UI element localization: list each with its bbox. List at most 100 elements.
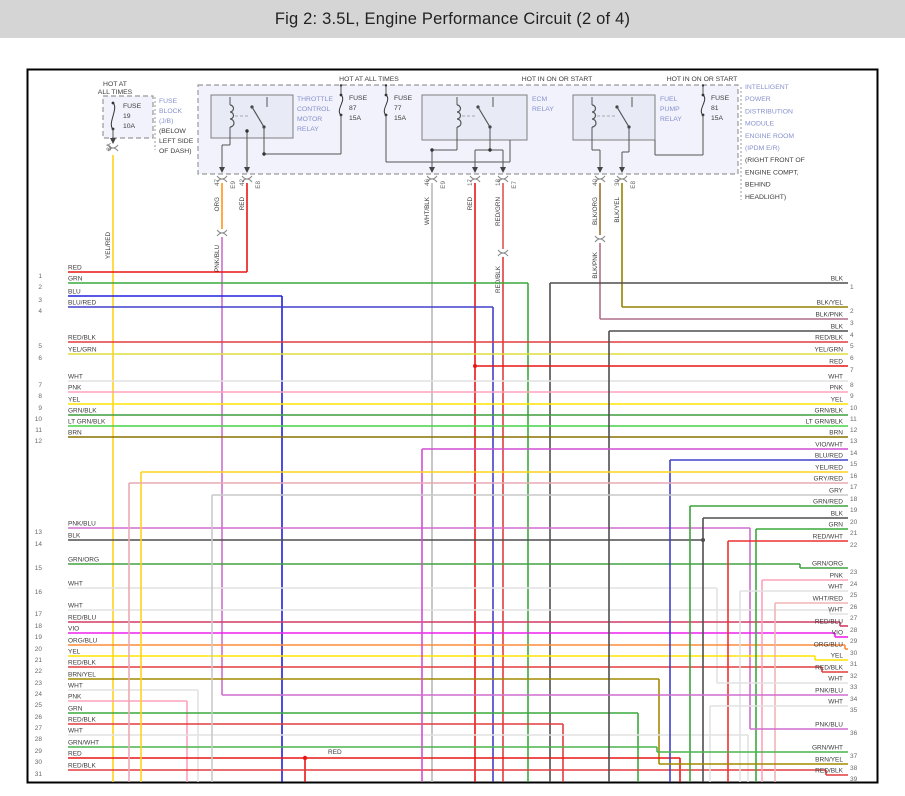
wire-number: 1 (38, 273, 42, 280)
wire-label: YEL/RED (815, 465, 843, 472)
wire-number: 12 (850, 427, 858, 434)
connector-symbol (469, 178, 481, 183)
component-label: RELAY (297, 126, 319, 133)
rotated-wire-label: 40 (592, 179, 599, 187)
rotated-wire-label: YEL/RED (105, 232, 112, 259)
junction-dot (302, 755, 308, 761)
wire-number: 27 (35, 725, 43, 732)
fuse-icon (110, 102, 116, 130)
wire-number: 24 (850, 581, 858, 588)
rotated-wire-label: RED (467, 197, 474, 211)
component-label: BLOCK (159, 108, 183, 115)
rotated-wire-label: ORG (214, 197, 221, 211)
connector-symbol (616, 178, 628, 183)
wire-number: 11 (35, 427, 42, 434)
fuse-label: 15A (711, 115, 724, 122)
component-label: FUEL (660, 96, 678, 103)
arrow-down-icon (244, 167, 250, 173)
wire-number: 3 (850, 320, 854, 327)
wire-label: WHT (828, 374, 843, 381)
wire-label: WHT (828, 676, 843, 683)
fuse-label: 19 (123, 113, 131, 120)
wire-label: RED (328, 749, 342, 756)
wire-number: 30 (850, 650, 858, 657)
connector-symbol (107, 147, 119, 152)
rotated-wire-label: PNK/BLU (214, 245, 221, 272)
component-label: (RIGHT FRONT OF (745, 157, 805, 164)
wire-number: 28 (850, 627, 858, 634)
component-label: PUMP (660, 106, 680, 113)
arrow-down-icon (429, 167, 435, 173)
hot-label: HOT AT ALL TIMES (339, 76, 399, 83)
wire-label: GRN/ORG (68, 557, 99, 564)
rotated-wire-label: BLK/ORG (592, 197, 599, 225)
fuse-label: 10A (123, 123, 136, 130)
wire-number: 9 (850, 393, 854, 400)
fuse-label: 77 (394, 105, 402, 112)
fuse-label: FUSE (394, 95, 413, 102)
junction-dot (262, 152, 266, 156)
rotated-wire-label: 17 (467, 179, 474, 187)
wire-label: WHT (68, 374, 83, 381)
connector-symbol (497, 252, 509, 257)
wire-number: 19 (35, 634, 43, 641)
wire-number: 6 (38, 355, 42, 362)
wire-number: 26 (35, 714, 43, 721)
component-label: ECM (532, 96, 547, 103)
rotated-wire-label: E7 (511, 181, 518, 189)
hot-label: HOT AT (103, 81, 127, 88)
wire-number: 29 (850, 638, 858, 645)
fuse-block-box (102, 95, 154, 139)
fuse-label: FUSE (123, 103, 142, 110)
fuse-label: 15A (394, 115, 407, 122)
connector-symbol (594, 238, 606, 243)
wire-label: RED/BLK (815, 665, 843, 672)
wire-label: BLK (831, 511, 844, 518)
wire-label: PNK (830, 385, 844, 392)
hot-label: HOT IN ON OR START (522, 76, 593, 83)
wire-label: BLK (68, 533, 81, 540)
wire-number: 28 (35, 736, 43, 743)
wire-label: WHT (68, 683, 83, 690)
rotated-wire-label: 42 (239, 179, 246, 187)
wire-label: PNK (830, 573, 844, 580)
junction-dot (245, 129, 249, 133)
hot-label: ALL TIMES (98, 89, 133, 96)
wire-number: 14 (850, 450, 858, 457)
component-label: ENGINE COMPT, (745, 169, 799, 176)
wire-number: 13 (850, 438, 858, 445)
wire-label: BLK (831, 324, 844, 331)
wire-number: 39 (850, 776, 858, 783)
wire-number: 7 (850, 367, 854, 374)
junction-dot (488, 148, 492, 152)
rotated-wire-label: BLK/PNK (592, 251, 599, 278)
wire-label: YEL/GRN (68, 347, 97, 354)
wire-label: GRN/WHT (812, 745, 843, 752)
wire-number: 5 (850, 343, 854, 350)
wire-label: GRN/WHT (68, 740, 99, 747)
component-label: (BELOW (159, 128, 186, 135)
wire-label: GRY (829, 488, 844, 495)
fuse-icon (338, 94, 344, 116)
wire-number: 38 (850, 765, 858, 772)
wire-number: 19 (850, 507, 858, 514)
arrow-down-icon (219, 167, 225, 173)
component-label: MODULE (745, 121, 775, 128)
wire-label: BLK/YEL (817, 300, 844, 307)
wire-number: 6 (850, 355, 854, 362)
component-label: CONTROL (297, 106, 330, 113)
relay-box (421, 94, 528, 141)
fuse-label: 87 (349, 105, 357, 112)
wire-number: 29 (35, 748, 43, 755)
component-label: MOTOR (297, 116, 322, 123)
arrow-down-icon (500, 167, 506, 173)
fuse-icon (700, 94, 706, 116)
connector-symbol (594, 178, 606, 183)
wire-label: BRN (68, 430, 82, 437)
wire-number: 14 (35, 541, 43, 548)
wire-label: PNK/BLU (815, 722, 843, 729)
wire-label: WHT (68, 603, 83, 610)
junction-dot (701, 538, 705, 542)
wire-label: RED/BLU (815, 619, 843, 626)
